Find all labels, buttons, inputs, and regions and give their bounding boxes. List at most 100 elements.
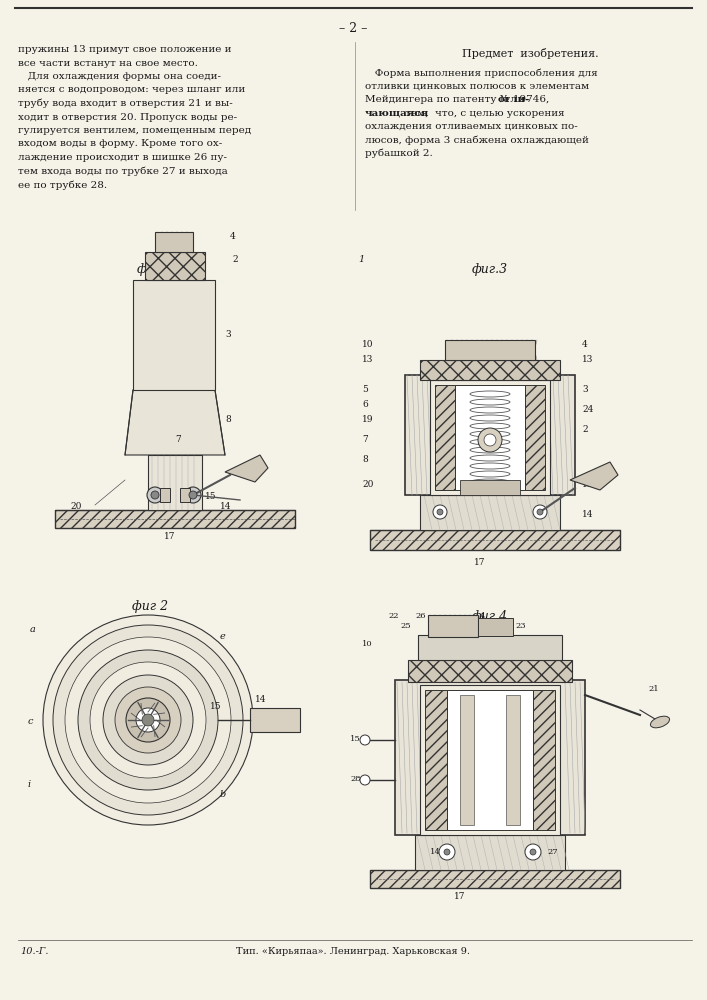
Text: b: b [220,790,226,799]
Ellipse shape [650,716,670,728]
Bar [250,708,300,732]
Bar [415,835,565,870]
Text: e: e [220,632,226,641]
Text: трубу вода входит в отверстия 21 и вы-: трубу вода входит в отверстия 21 и вы- [18,99,233,108]
Text: отливки цинковых полюсов к элементам: отливки цинковых полюсов к элементам [365,82,589,91]
Text: 24: 24 [582,405,593,414]
Text: – 2 –: – 2 – [339,22,367,35]
Bar [460,695,474,825]
Text: Предмет  изобретения.: Предмет изобретения. [462,48,598,59]
Text: 21: 21 [648,685,659,693]
Text: 26: 26 [415,612,426,620]
Polygon shape [570,462,618,490]
Circle shape [360,775,370,785]
Text: 7: 7 [362,435,368,444]
Text: Для охлаждения формы она соеди-: Для охлаждения формы она соеди- [18,72,221,81]
Circle shape [189,491,197,499]
Text: 3: 3 [225,330,230,339]
Text: 5: 5 [362,385,368,394]
Bar [145,252,205,280]
Text: няется с водопроводом: через шланг или: няется с водопроводом: через шланг или [18,86,245,95]
Text: Форма выполнения приспособления для: Форма выполнения приспособления для [365,68,597,78]
Bar [533,690,555,830]
Bar [425,690,447,830]
Bar [428,615,478,637]
Bar [420,360,560,380]
Bar [506,695,520,825]
Text: 17: 17 [455,892,466,901]
Text: люсов, форма 3 снабжена охлаждающей: люсов, форма 3 снабжена охлаждающей [365,135,589,145]
Circle shape [136,708,160,732]
Circle shape [185,487,201,503]
Text: c: c [28,717,33,726]
Text: 17: 17 [474,558,486,567]
Text: 6: 6 [362,400,368,409]
Circle shape [151,491,159,499]
Text: 15: 15 [582,480,594,489]
Text: Мейдингера по патенту № 19746,: Мейдингера по патенту № 19746, [365,95,556,104]
Circle shape [439,844,455,860]
Text: a: a [30,625,36,634]
Bar [133,280,215,390]
Text: 14: 14 [430,848,441,856]
Circle shape [103,675,193,765]
Text: чающаяся: чающаяся [365,108,429,117]
Circle shape [126,698,170,742]
Text: 3: 3 [582,385,588,394]
Text: 15: 15 [205,492,216,501]
Text: тем входа воды по трубке 27 и выхода: тем входа воды по трубке 27 и выхода [18,166,228,176]
Bar [430,380,550,495]
Bar [460,480,520,495]
Circle shape [525,844,541,860]
Text: 2: 2 [582,425,588,434]
Bar [160,488,170,502]
Bar [180,488,190,502]
Bar [435,385,455,490]
Circle shape [537,509,543,515]
Text: 22: 22 [388,612,399,620]
Bar [405,375,575,495]
Text: ее по трубке 28.: ее по трубке 28. [18,180,107,190]
Text: 4: 4 [480,612,486,620]
Bar [418,635,562,660]
Text: гулируется вентилем, помещенным перед: гулируется вентилем, помещенным перед [18,126,251,135]
Bar [370,870,620,888]
Circle shape [444,849,450,855]
Text: 10.-Г.: 10.-Г. [20,947,49,956]
Text: 4: 4 [582,340,588,349]
Text: тем,  что, с целью ускорения: тем, что, с целью ускорения [402,108,565,117]
Circle shape [53,625,243,815]
Bar [455,385,525,490]
Text: фиг 2: фиг 2 [132,600,168,613]
Text: фиг.4: фиг.4 [472,610,508,623]
Circle shape [147,487,163,503]
Text: 23: 23 [515,622,525,630]
Text: 14: 14 [582,510,593,519]
Circle shape [533,505,547,519]
Text: отли-: отли- [498,95,530,104]
Text: 15: 15 [350,735,361,743]
Bar [525,385,545,490]
Bar [55,510,295,528]
Text: i: i [28,780,31,789]
Text: все части встанут на свое место.: все части встанут на свое место. [18,58,198,68]
Text: пружины 13 примут свое положение и: пружины 13 примут свое положение и [18,45,231,54]
Text: 28: 28 [350,775,361,783]
Text: 20: 20 [70,502,81,511]
Text: рубашкой 2.: рубашкой 2. [365,149,433,158]
Text: 27: 27 [547,848,558,856]
Text: фиг.3: фиг.3 [472,263,508,276]
Text: 8: 8 [362,455,368,464]
Text: ходит в отверстия 20. Пропуск воды ре-: ходит в отверстия 20. Пропуск воды ре- [18,112,237,121]
Text: входом воды в форму. Кроме того ох-: входом воды в форму. Кроме того ох- [18,139,222,148]
Text: 8: 8 [225,415,230,424]
Bar [370,530,620,550]
Circle shape [437,509,443,515]
Bar [155,232,193,252]
Text: 2: 2 [232,255,238,264]
Text: 25: 25 [400,622,411,630]
Text: 13: 13 [582,355,593,364]
Bar [445,340,535,360]
Text: фиг.1: фиг.1 [137,263,173,276]
Text: 20: 20 [362,480,373,489]
